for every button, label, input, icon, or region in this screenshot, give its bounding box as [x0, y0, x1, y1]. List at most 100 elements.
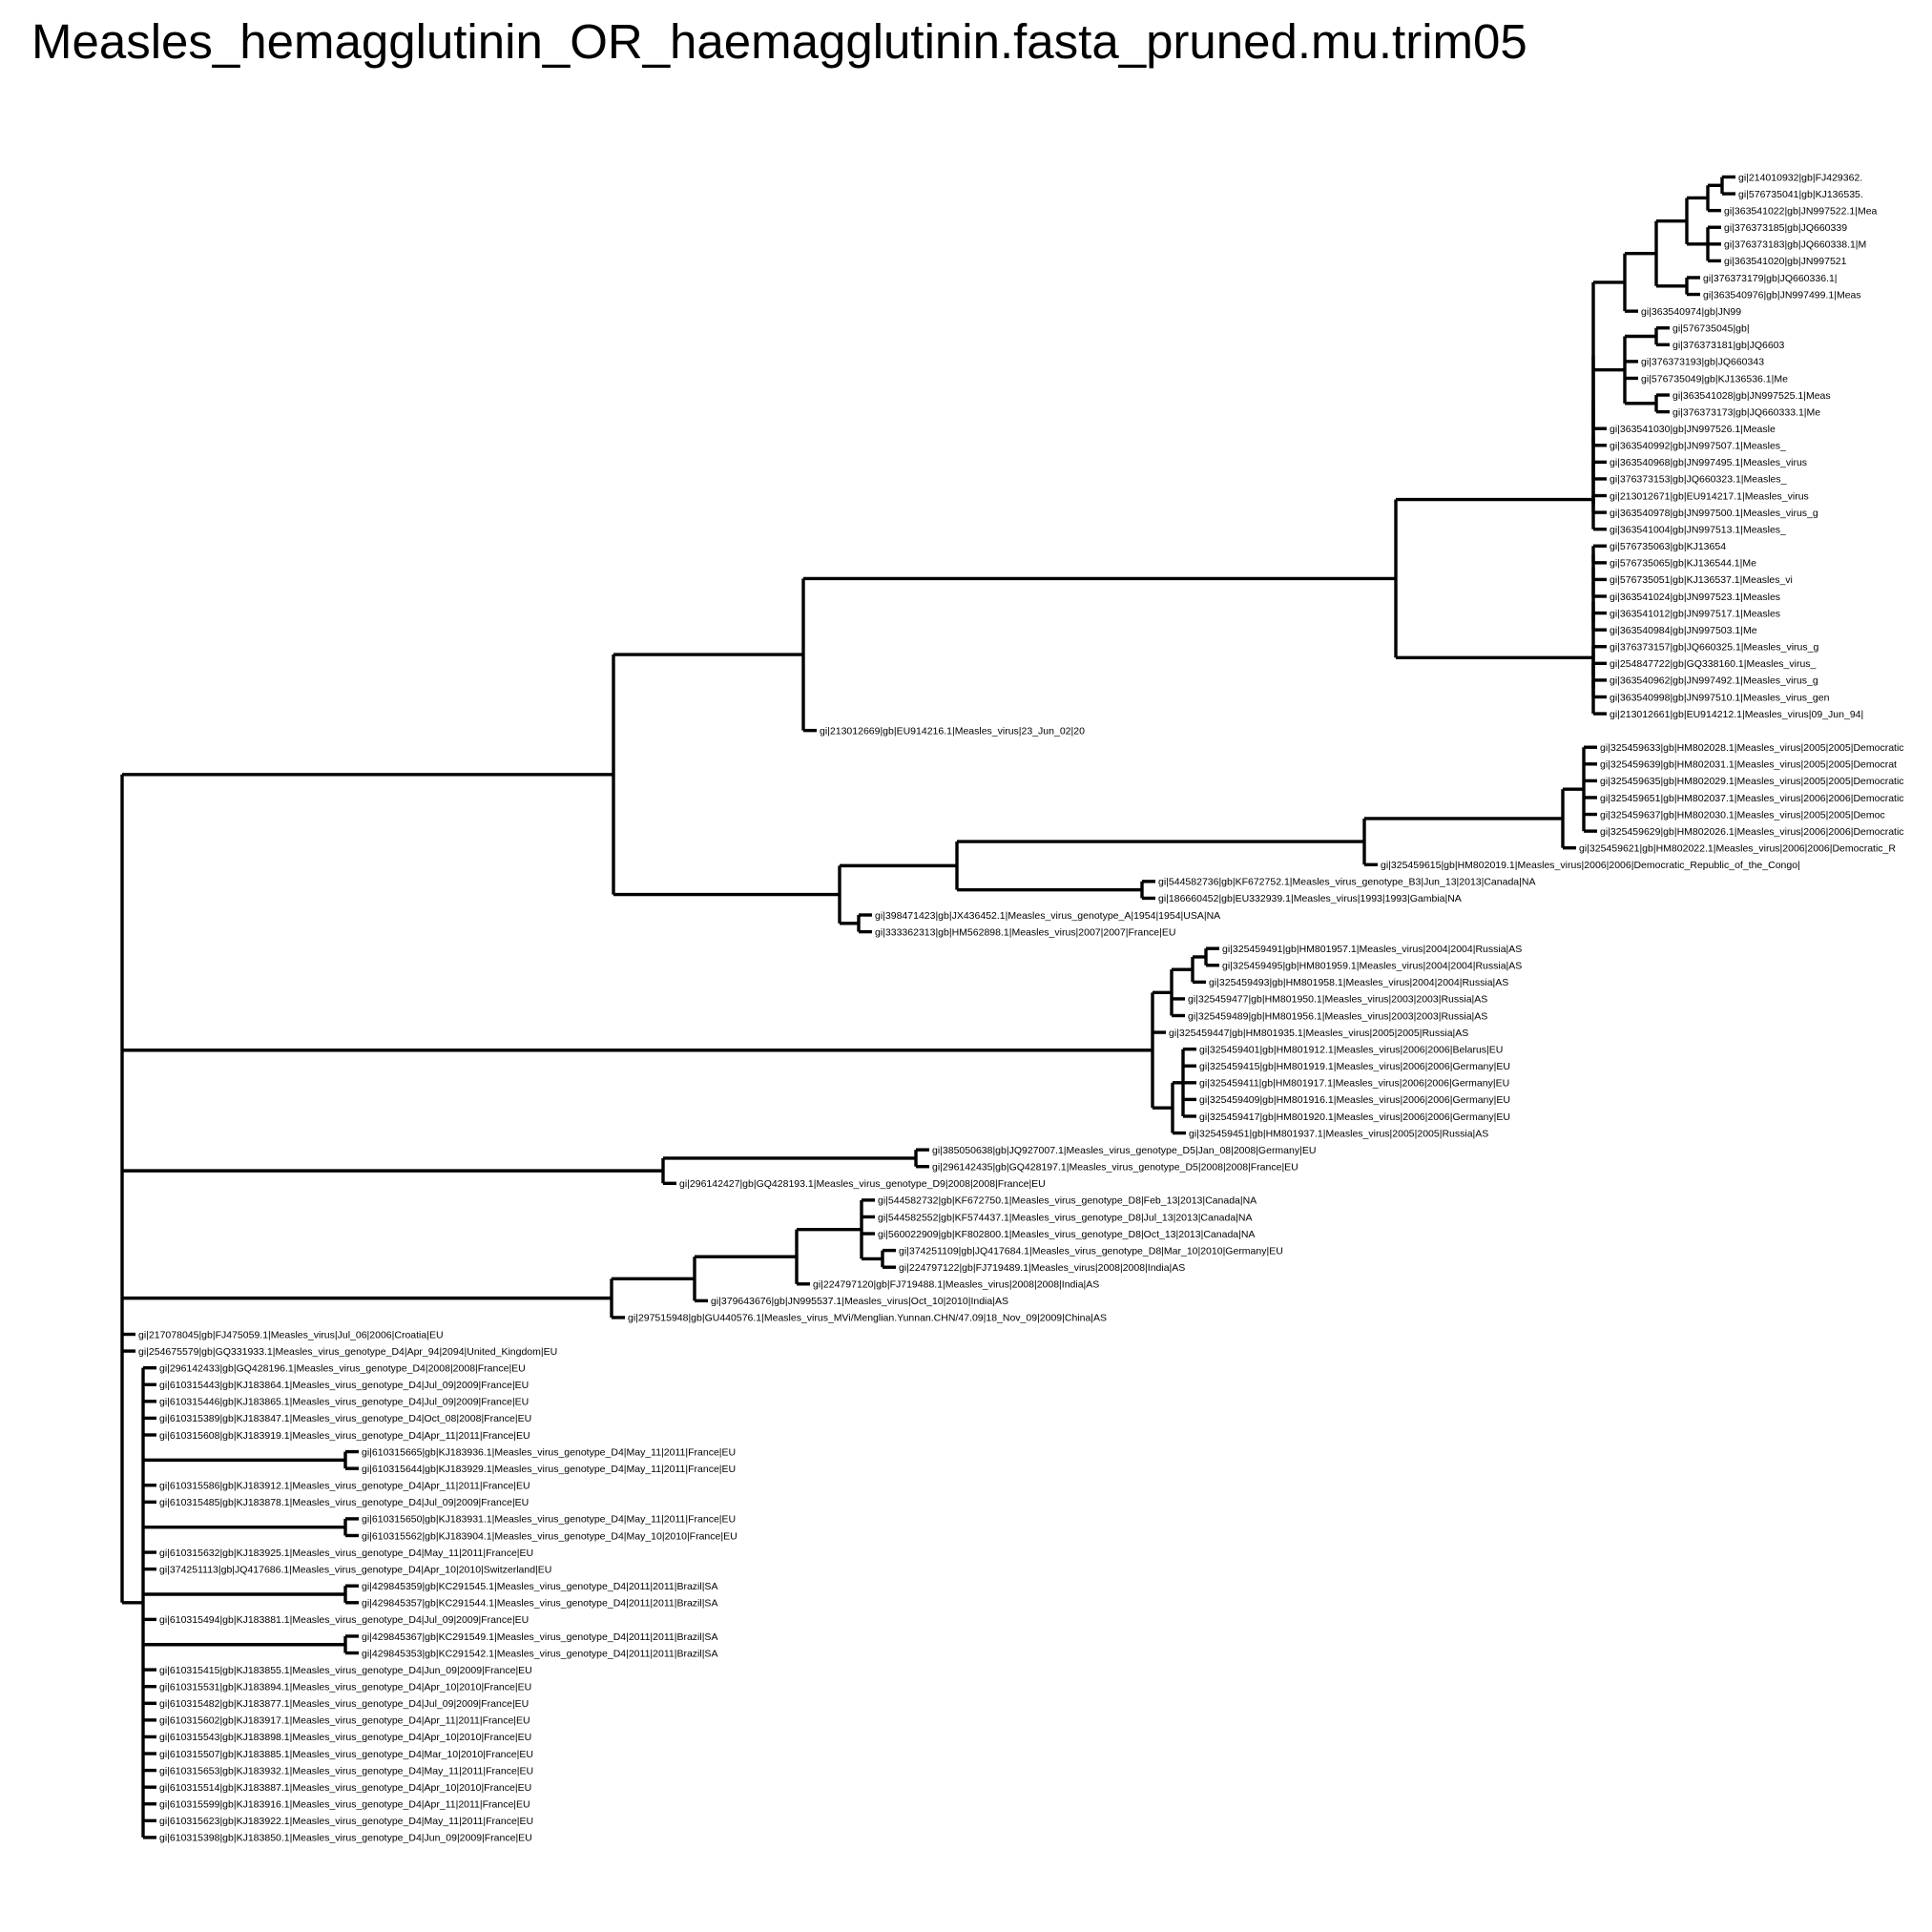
tip-label: gi|560022909|gb|KF802800.1|Measles_virus…: [878, 1229, 1255, 1240]
tip-label: gi|363540984|gb|JN997503.1|Me: [1610, 625, 1757, 636]
tree-title: Measles_hemagglutinin_OR_haemagglutinin.…: [31, 14, 1527, 69]
tip-label: gi|379643676|gb|JN995537.1|Measles_virus…: [711, 1296, 1008, 1307]
tip-label: gi|429845357|gb|KC291544.1|Measles_virus…: [362, 1598, 717, 1610]
tip-label: gi|363540976|gb|JN997499.1|Meas: [1703, 289, 1861, 301]
tip-label: gi|576735049|gb|KJ136536.1|Me: [1641, 373, 1788, 384]
tip-label: gi|576735051|gb|KJ136537.1|Measles_vi: [1610, 574, 1793, 586]
tip-label: gi|325459629|gb|HM802026.1|Measles_virus…: [1600, 826, 1904, 838]
tip-label: gi|429845353|gb|KC291542.1|Measles_virus…: [362, 1648, 717, 1659]
tip-label: gi|297515948|gb|GU440576.1|Measles_virus…: [628, 1313, 1107, 1324]
tip-label: gi|363540998|gb|JN997510.1|Measles_virus…: [1610, 692, 1830, 703]
tip-label: gi|363541004|gb|JN997513.1|Measles_: [1610, 524, 1786, 535]
tip-label: gi|325459409|gb|HM801916.1|Measles_virus…: [1199, 1094, 1510, 1106]
tip-label: gi|325459495|gb|HM801959.1|Measles_virus…: [1222, 961, 1522, 972]
tip-label: gi|429845359|gb|KC291545.1|Measles_virus…: [362, 1581, 717, 1592]
tip-label: gi|224797120|gb|FJ719488.1|Measles_virus…: [813, 1279, 1099, 1291]
tip-label: gi|325459401|gb|HM801912.1|Measles_virus…: [1199, 1044, 1503, 1055]
tip-label: gi|610315632|gb|KJ183925.1|Measles_virus…: [159, 1548, 533, 1559]
tip-label: gi|363540968|gb|JN997495.1|Measles_virus: [1610, 457, 1807, 468]
tip-label: gi|296142427|gb|GQ428193.1|Measles_virus…: [679, 1178, 1046, 1190]
tip-label: gi|254847722|gb|GQ338160.1|Measles_virus…: [1610, 658, 1817, 670]
tip-label: gi|429845367|gb|KC291549.1|Measles_virus…: [362, 1631, 717, 1643]
tip-label: gi|363540974|gb|JN99: [1641, 306, 1741, 318]
tip-label: gi|213012669|gb|EU914216.1|Measles_virus…: [820, 725, 1085, 737]
tip-label: gi|544582732|gb|KF672750.1|Measles_virus…: [878, 1195, 1257, 1207]
tip-label: gi|325459493|gb|HM801958.1|Measles_virus…: [1209, 977, 1508, 988]
tip-label: gi|544582552|gb|KF574437.1|Measles_virus…: [878, 1212, 1253, 1223]
tip-label: gi|325459489|gb|HM801956.1|Measles_virus…: [1188, 1010, 1487, 1022]
tip-label: gi|610315398|gb|KJ183850.1|Measles_virus…: [159, 1833, 532, 1844]
tip-label: gi|213012661|gb|EU914212.1|Measles_virus…: [1610, 709, 1863, 720]
tip-label: gi|610315543|gb|KJ183898.1|Measles_virus…: [159, 1732, 531, 1743]
tip-label: gi|610315602|gb|KJ183917.1|Measles_virus…: [159, 1715, 530, 1727]
tip-label: gi|576735065|gb|KJ136544.1|Me: [1610, 558, 1756, 570]
tip-label: gi|610315507|gb|KJ183885.1|Measles_virus…: [159, 1749, 533, 1760]
tip-label: gi|325459477|gb|HM801950.1|Measles_virus…: [1188, 994, 1487, 1006]
tip-label: gi|363541022|gb|JN997522.1|Mea: [1724, 205, 1878, 217]
tip-label: gi|325459633|gb|HM802028.1|Measles_virus…: [1600, 742, 1904, 754]
tip-label: gi|385050638|gb|JQ927007.1|Measles_virus…: [932, 1145, 1316, 1156]
tip-label: gi|376373179|gb|JQ660336.1|: [1703, 273, 1838, 284]
tip-label: gi|610315586|gb|KJ183912.1|Measles_virus…: [159, 1481, 530, 1492]
tip-label: gi|325459491|gb|HM801957.1|Measles_virus…: [1222, 944, 1522, 955]
tip-label: gi|376373153|gb|JQ660323.1|Measles_: [1610, 474, 1787, 486]
tip-label: gi|224797122|gb|FJ719489.1|Measles_virus…: [899, 1262, 1185, 1274]
tip-label: gi|186660452|gb|EU332939.1|Measles_virus…: [1158, 893, 1462, 904]
tip-label: gi|325459615|gb|HM802019.1|Measles_virus…: [1381, 860, 1800, 871]
tip-label: gi|363541020|gb|JN997521: [1724, 256, 1847, 267]
tip-label: gi|610315514|gb|KJ183887.1|Measles_virus…: [159, 1782, 531, 1794]
tip-label: gi|325459621|gb|HM802022.1|Measles_virus…: [1579, 843, 1896, 855]
tip-label: gi|610315562|gb|KJ183904.1|Measles_virus…: [362, 1530, 737, 1542]
tip-label: gi|398471423|gb|JX436452.1|Measles_virus…: [875, 910, 1220, 922]
tip-label: gi|363540978|gb|JN997500.1|Measles_virus…: [1610, 508, 1818, 519]
tip-label: gi|376373183|gb|JQ660338.1|M: [1724, 239, 1866, 251]
tip-label: gi|363540962|gb|JN997492.1|Measles_virus…: [1610, 675, 1818, 687]
tip-label: gi|610315531|gb|KJ183894.1|Measles_virus…: [159, 1682, 531, 1693]
tip-label: gi|376373173|gb|JQ660333.1|Me: [1672, 406, 1820, 418]
tip-label: gi|217078045|gb|FJ475059.1|Measles_virus…: [138, 1329, 444, 1340]
tip-label: gi|325459447|gb|HM801935.1|Measles_virus…: [1169, 1028, 1468, 1039]
tip-label: gi|576735063|gb|KJ13654: [1610, 541, 1726, 552]
tip-label: gi|363541024|gb|JN997523.1|Measles: [1610, 592, 1780, 603]
tip-label: gi|610315653|gb|KJ183932.1|Measles_virus…: [159, 1765, 533, 1776]
tip-label: gi|376373157|gb|JQ660325.1|Measles_virus…: [1610, 642, 1818, 654]
tip-label: gi|296142433|gb|GQ428196.1|Measles_virus…: [159, 1362, 526, 1374]
tip-label: gi|363541030|gb|JN997526.1|Measle: [1610, 424, 1776, 435]
tip-label: gi|576735045|gb|: [1672, 323, 1750, 335]
tip-label: gi|610315443|gb|KJ183864.1|Measles_virus…: [159, 1380, 529, 1391]
tip-label: gi|325459417|gb|HM801920.1|Measles_virus…: [1199, 1111, 1510, 1123]
tip-label: gi|325459411|gb|HM801917.1|Measles_virus…: [1199, 1078, 1509, 1090]
tip-label: gi|214010932|gb|FJ429362.: [1738, 172, 1862, 183]
tip-label: gi|610315415|gb|KJ183855.1|Measles_virus…: [159, 1665, 532, 1676]
tip-label: gi|376373193|gb|JQ660343: [1641, 357, 1764, 368]
tip-label: gi|254675579|gb|GQ331933.1|Measles_virus…: [138, 1346, 557, 1358]
tip-label: gi|325459415|gb|HM801919.1|Measles_virus…: [1199, 1061, 1510, 1072]
tip-label: gi|376373185|gb|JQ660339: [1724, 222, 1847, 234]
tip-label: gi|325459651|gb|HM802037.1|Measles_virus…: [1600, 793, 1904, 804]
tip-label: gi|363541028|gb|JN997525.1|Meas: [1672, 390, 1831, 402]
tip-label: gi|610315599|gb|KJ183916.1|Measles_virus…: [159, 1799, 530, 1811]
tip-label: gi|610315644|gb|KJ183929.1|Measles_virus…: [362, 1464, 736, 1475]
tip-label: gi|610315665|gb|KJ183936.1|Measles_virus…: [362, 1446, 736, 1458]
tip-label: gi|325459451|gb|HM801937.1|Measles_virus…: [1189, 1128, 1488, 1139]
tip-label: gi|610315389|gb|KJ183847.1|Measles_virus…: [159, 1413, 531, 1424]
tip-label: gi|610315623|gb|KJ183922.1|Measles_virus…: [159, 1816, 533, 1827]
tip-label: gi|333362313|gb|HM562898.1|Measles_virus…: [875, 926, 1175, 938]
tip-label: gi|376373181|gb|JQ6603: [1672, 340, 1785, 351]
tip-label: gi|610315494|gb|KJ183881.1|Measles_virus…: [159, 1614, 529, 1626]
tip-label: gi|544582736|gb|KF672752.1|Measles_virus…: [1158, 877, 1535, 888]
tip-label: gi|363541012|gb|JN997517.1|Measles: [1610, 608, 1780, 619]
tip-label: gi|610315482|gb|KJ183877.1|Measles_virus…: [159, 1698, 529, 1710]
tip-label: gi|325459639|gb|HM802031.1|Measles_virus…: [1600, 759, 1897, 771]
tip-label: gi|296142435|gb|GQ428197.1|Measles_virus…: [932, 1162, 1298, 1174]
tip-label: gi|610315485|gb|KJ183878.1|Measles_virus…: [159, 1497, 529, 1508]
tip-label: gi|325459637|gb|HM802030.1|Measles_virus…: [1600, 809, 1885, 821]
tip-label: gi|363540992|gb|JN997507.1|Measles_: [1610, 441, 1786, 452]
tip-label: gi|610315650|gb|KJ183931.1|Measles_virus…: [362, 1514, 736, 1526]
tip-label: gi|576735041|gb|KJ136535.: [1738, 189, 1863, 200]
tip-label: gi|374251109|gb|JQ417684.1|Measles_virus…: [899, 1245, 1283, 1257]
tip-label: gi|610315608|gb|KJ183919.1|Measles_virus…: [159, 1430, 530, 1442]
tip-label: gi|213012671|gb|EU914217.1|Measles_virus: [1610, 490, 1809, 502]
tip-label: gi|610315446|gb|KJ183865.1|Measles_virus…: [159, 1397, 529, 1408]
